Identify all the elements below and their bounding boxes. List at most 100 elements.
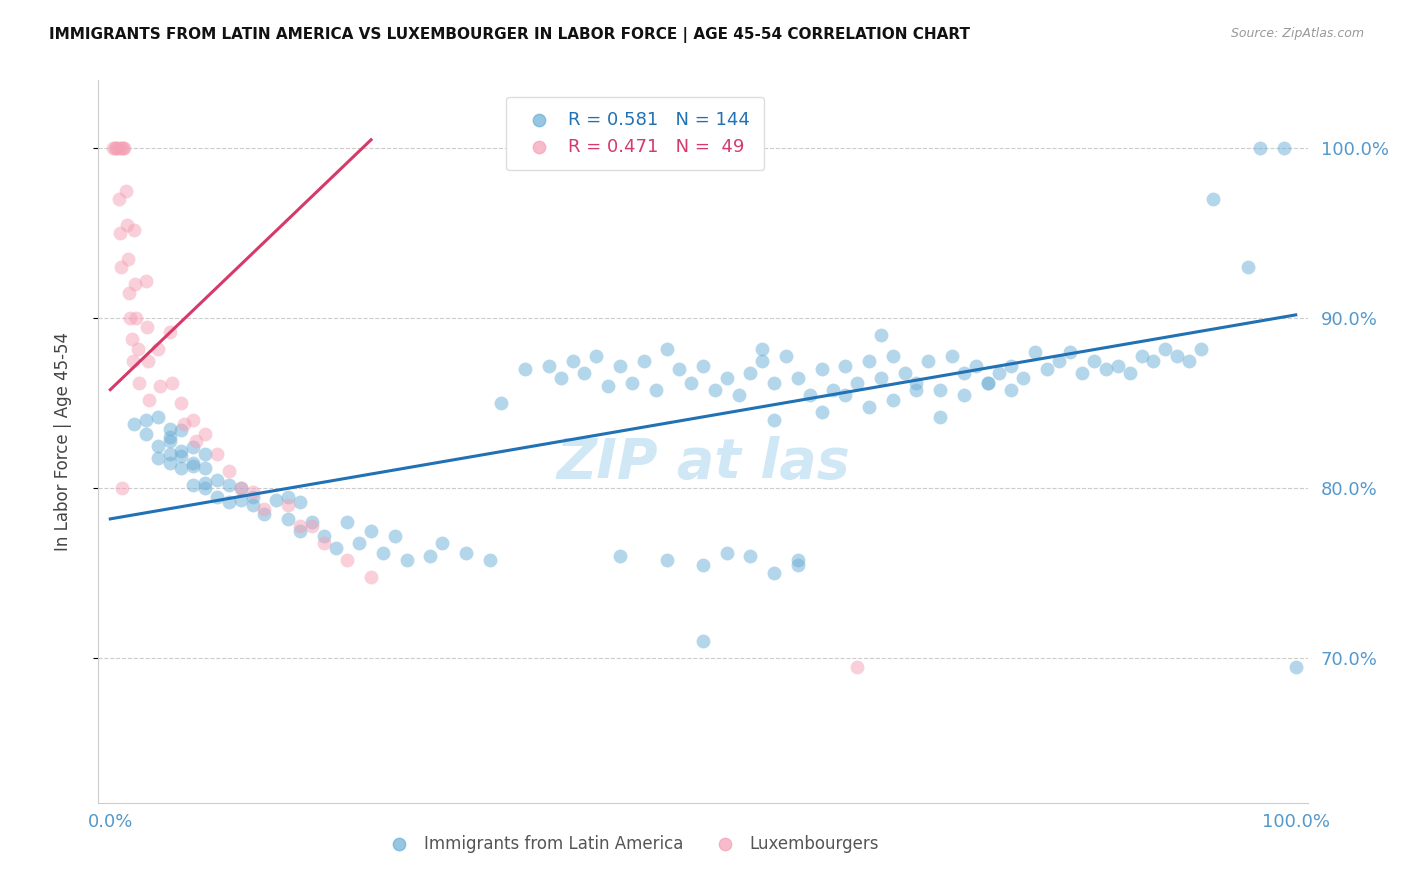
Point (1130, 349, 1153, 363)
Point (786, 558, 808, 572)
Point (253, 501, 276, 516)
Point (146, 450, 169, 465)
Point (181, 441, 204, 455)
Point (1000, 383, 1022, 397)
Point (786, 371, 808, 385)
Point (229, 481, 252, 495)
Point (288, 495, 311, 509)
Point (105, 141, 128, 155)
Point (1059, 345, 1081, 359)
Point (277, 498, 299, 512)
Point (312, 529, 335, 543)
Point (1142, 353, 1164, 368)
Point (1107, 359, 1129, 373)
Point (834, 359, 856, 373)
Point (170, 424, 193, 438)
Point (170, 396, 193, 410)
Y-axis label: In Labor Force | Age 45-54: In Labor Force | Age 45-54 (53, 332, 72, 551)
Point (668, 362, 690, 376)
Point (550, 371, 572, 385)
Point (146, 409, 169, 424)
Point (1178, 353, 1201, 368)
Point (146, 439, 169, 453)
Point (692, 634, 714, 648)
Point (117, 252, 139, 266)
Point (585, 349, 607, 363)
Point (478, 552, 501, 566)
Point (371, 546, 394, 560)
Point (1285, 660, 1308, 674)
Point (159, 456, 181, 470)
Point (763, 376, 786, 390)
Point (205, 473, 228, 487)
Point (264, 493, 287, 508)
Point (111, 141, 134, 155)
Point (657, 342, 679, 356)
Point (336, 516, 359, 530)
Point (105, 141, 128, 155)
Point (1272, 141, 1295, 155)
Point (869, 371, 891, 385)
Point (135, 426, 157, 441)
Point (128, 376, 150, 390)
Point (107, 192, 129, 206)
Point (823, 383, 845, 397)
Point (716, 546, 738, 560)
Point (537, 359, 560, 373)
Point (751, 353, 773, 368)
Point (120, 311, 142, 326)
Point (360, 570, 382, 584)
Point (515, 362, 537, 376)
Point (181, 459, 204, 474)
Point (108, 141, 131, 155)
Point (194, 476, 217, 491)
Point (159, 422, 181, 436)
Point (454, 546, 477, 560)
Point (1166, 349, 1188, 363)
Text: ZIP at las: ZIP at las (557, 436, 849, 491)
Point (170, 443, 193, 458)
Point (988, 366, 1011, 380)
Point (751, 342, 773, 356)
Point (170, 461, 193, 475)
Point (763, 566, 786, 581)
Legend: Immigrants from Latin America, Luxembourgers: Immigrants from Latin America, Luxembour… (375, 828, 886, 860)
Point (1249, 141, 1271, 155)
Point (184, 434, 207, 448)
Point (882, 349, 904, 363)
Point (135, 413, 157, 427)
Point (740, 549, 762, 564)
Point (111, 481, 134, 495)
Point (121, 353, 143, 368)
Point (598, 379, 620, 393)
Point (181, 456, 204, 470)
Point (277, 490, 299, 504)
Point (135, 274, 157, 288)
Point (301, 518, 323, 533)
Point (122, 223, 145, 237)
Point (893, 366, 915, 380)
Point (118, 285, 141, 300)
Point (657, 552, 679, 566)
Point (882, 392, 904, 407)
Point (360, 524, 382, 538)
Point (1154, 342, 1177, 356)
Point (846, 376, 869, 390)
Point (976, 376, 998, 390)
Point (561, 353, 583, 368)
Point (146, 342, 169, 356)
Point (810, 362, 832, 376)
Point (205, 490, 228, 504)
Point (127, 342, 149, 356)
Point (288, 518, 311, 533)
Point (609, 359, 631, 373)
Point (395, 552, 418, 566)
Point (242, 490, 264, 504)
Point (905, 383, 928, 397)
Point (976, 376, 998, 390)
Point (1047, 353, 1070, 368)
Point (692, 359, 714, 373)
Point (101, 141, 124, 155)
Point (336, 552, 359, 566)
Point (633, 353, 655, 368)
